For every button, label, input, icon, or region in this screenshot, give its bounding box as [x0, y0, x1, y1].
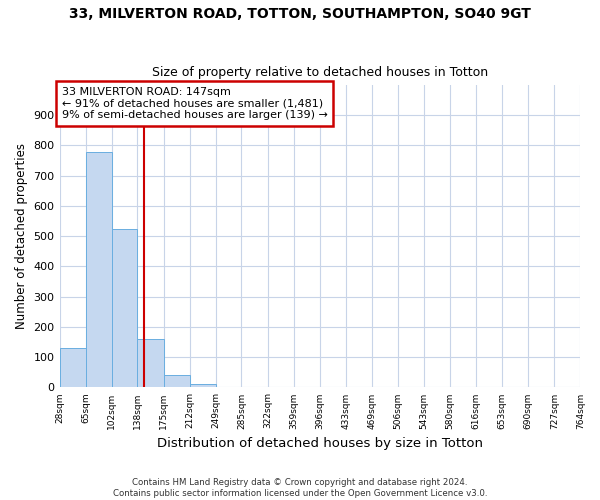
- Bar: [137, 339, 164, 388]
- Bar: [190, 384, 216, 388]
- Y-axis label: Number of detached properties: Number of detached properties: [15, 143, 28, 329]
- Text: 33, MILVERTON ROAD, TOTTON, SOUTHAMPTON, SO40 9GT: 33, MILVERTON ROAD, TOTTON, SOUTHAMPTON,…: [69, 8, 531, 22]
- Bar: [112, 229, 137, 388]
- Text: 33 MILVERTON ROAD: 147sqm
← 91% of detached houses are smaller (1,481)
9% of sem: 33 MILVERTON ROAD: 147sqm ← 91% of detac…: [62, 87, 328, 120]
- Text: Contains HM Land Registry data © Crown copyright and database right 2024.
Contai: Contains HM Land Registry data © Crown c…: [113, 478, 487, 498]
- Bar: [59, 348, 86, 388]
- Bar: [164, 376, 190, 388]
- X-axis label: Distribution of detached houses by size in Totton: Distribution of detached houses by size …: [157, 437, 483, 450]
- Title: Size of property relative to detached houses in Totton: Size of property relative to detached ho…: [152, 66, 488, 80]
- Bar: [86, 152, 112, 388]
